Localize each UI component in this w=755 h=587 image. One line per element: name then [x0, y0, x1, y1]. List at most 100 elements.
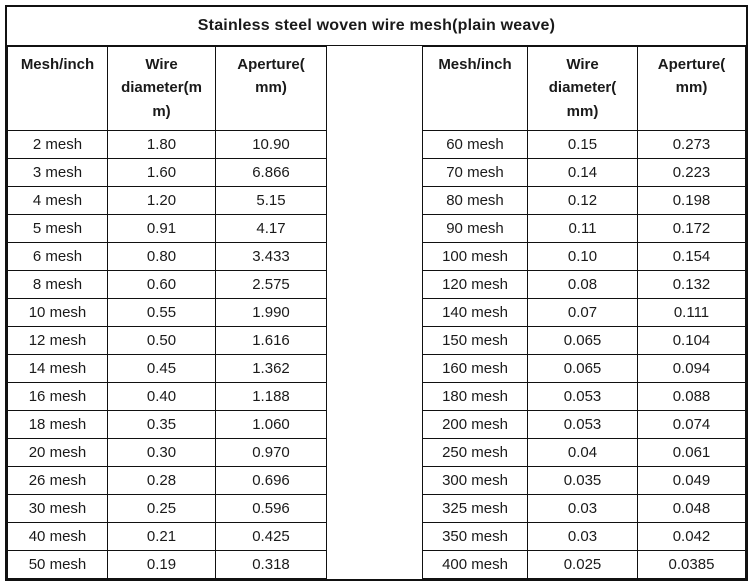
wire-diameter-cell: 0.91 — [107, 214, 216, 243]
wire-diameter-cell: 0.15 — [527, 130, 638, 159]
aperture-cell: 0.223 — [637, 158, 746, 187]
column-header-aperture: Aperture( mm) — [215, 46, 327, 131]
mesh-cell: 70 mesh — [422, 158, 528, 187]
mesh-cell: 120 mesh — [422, 270, 528, 299]
aperture-cell: 0.049 — [637, 466, 746, 495]
aperture-cell: 0.154 — [637, 242, 746, 271]
wire-diameter-cell: 0.053 — [527, 410, 638, 439]
aperture-cell: 1.188 — [215, 382, 327, 411]
aperture-cell: 10.90 — [215, 130, 327, 159]
table-row: 70 mesh 0.14 0.223 — [422, 158, 746, 187]
aperture-cell: 0.425 — [215, 522, 327, 551]
table-row: 20 mesh 0.30 0.970 — [7, 438, 327, 467]
wire-diameter-cell: 0.19 — [107, 550, 216, 579]
wire-diameter-cell: 0.053 — [527, 382, 638, 411]
table-row: 180 mesh 0.053 0.088 — [422, 382, 746, 411]
aperture-cell: 0.0385 — [637, 550, 746, 579]
table-row: 140 mesh 0.07 0.111 — [422, 298, 746, 327]
table-row: 160 mesh 0.065 0.094 — [422, 354, 746, 383]
wire-diameter-cell: 0.50 — [107, 326, 216, 355]
aperture-cell: 0.132 — [637, 270, 746, 299]
mesh-cell: 4 mesh — [7, 186, 108, 215]
aperture-cell: 0.172 — [637, 214, 746, 243]
right-table: Mesh/inch Wire diameter( mm) Aperture( m… — [422, 46, 746, 579]
aperture-cell: 5.15 — [215, 186, 327, 215]
table-row: 12 mesh 0.50 1.616 — [7, 326, 327, 355]
mesh-cell: 180 mesh — [422, 382, 528, 411]
table-row: 200 mesh 0.053 0.074 — [422, 410, 746, 439]
aperture-cell: 0.061 — [637, 438, 746, 467]
table-row: 40 mesh 0.21 0.425 — [7, 522, 327, 551]
aperture-cell: 0.048 — [637, 494, 746, 523]
aperture-cell: 6.866 — [215, 158, 327, 187]
aperture-cell: 0.970 — [215, 438, 327, 467]
wire-diameter-cell: 0.08 — [527, 270, 638, 299]
mesh-cell: 18 mesh — [7, 410, 108, 439]
table-row: 300 mesh 0.035 0.049 — [422, 466, 746, 495]
aperture-cell: 0.094 — [637, 354, 746, 383]
mesh-cell: 10 mesh — [7, 298, 108, 327]
wire-diameter-cell: 0.35 — [107, 410, 216, 439]
wire-diameter-cell: 0.03 — [527, 494, 638, 523]
mesh-cell: 2 mesh — [7, 130, 108, 159]
header-row: Mesh/inch Wire diameter(m m) Aperture( m… — [7, 46, 327, 131]
wire-diameter-cell: 0.12 — [527, 186, 638, 215]
wire-diameter-cell: 0.14 — [527, 158, 638, 187]
wire-diameter-cell: 1.20 — [107, 186, 216, 215]
mesh-cell: 350 mesh — [422, 522, 528, 551]
mesh-cell: 60 mesh — [422, 130, 528, 159]
table-row: 10 mesh 0.55 1.990 — [7, 298, 327, 327]
mesh-cell: 250 mesh — [422, 438, 528, 467]
column-header-wire-diameter: Wire diameter( mm) — [527, 46, 638, 131]
wire-diameter-cell: 0.11 — [527, 214, 638, 243]
column-header-wire-diameter: Wire diameter(m m) — [107, 46, 216, 131]
wire-diameter-cell: 0.035 — [527, 466, 638, 495]
aperture-cell: 0.318 — [215, 550, 327, 579]
wire-diameter-cell: 1.80 — [107, 130, 216, 159]
mesh-cell: 16 mesh — [7, 382, 108, 411]
header-row: Mesh/inch Wire diameter( mm) Aperture( m… — [422, 46, 746, 131]
aperture-cell: 0.074 — [637, 410, 746, 439]
aperture-cell: 0.596 — [215, 494, 327, 523]
mesh-cell: 12 mesh — [7, 326, 108, 355]
table-title: Stainless steel woven wire mesh(plain we… — [7, 7, 746, 46]
mesh-cell: 300 mesh — [422, 466, 528, 495]
column-header-aperture: Aperture( mm) — [637, 46, 746, 131]
wire-diameter-cell: 0.10 — [527, 242, 638, 271]
table-row: 8 mesh 0.60 2.575 — [7, 270, 327, 299]
left-table: Mesh/inch Wire diameter(m m) Aperture( m… — [7, 46, 327, 579]
wire-diameter-cell: 0.55 — [107, 298, 216, 327]
aperture-cell: 1.060 — [215, 410, 327, 439]
wire-diameter-cell: 0.03 — [527, 522, 638, 551]
aperture-cell: 3.433 — [215, 242, 327, 271]
mesh-cell: 325 mesh — [422, 494, 528, 523]
table-row: 350 mesh 0.03 0.042 — [422, 522, 746, 551]
mesh-cell: 90 mesh — [422, 214, 528, 243]
wire-diameter-cell: 0.07 — [527, 298, 638, 327]
wire-diameter-cell: 0.025 — [527, 550, 638, 579]
column-header-mesh: Mesh/inch — [422, 46, 528, 131]
aperture-cell: 0.042 — [637, 522, 746, 551]
aperture-cell: 0.696 — [215, 466, 327, 495]
mesh-cell: 400 mesh — [422, 550, 528, 579]
wire-diameter-cell: 0.065 — [527, 326, 638, 355]
mesh-cell: 8 mesh — [7, 270, 108, 299]
table-row: 26 mesh 0.28 0.696 — [7, 466, 327, 495]
aperture-cell: 0.273 — [637, 130, 746, 159]
table-row: 6 mesh 0.80 3.433 — [7, 242, 327, 271]
mesh-cell: 100 mesh — [422, 242, 528, 271]
aperture-cell: 1.616 — [215, 326, 327, 355]
table-row: 4 mesh 1.20 5.15 — [7, 186, 327, 215]
table-row: 50 mesh 0.19 0.318 — [7, 550, 327, 579]
table-row: 120 mesh 0.08 0.132 — [422, 270, 746, 299]
wire-diameter-cell: 0.45 — [107, 354, 216, 383]
mesh-cell: 140 mesh — [422, 298, 528, 327]
aperture-cell: 0.088 — [637, 382, 746, 411]
aperture-cell: 1.990 — [215, 298, 327, 327]
table-row: 18 mesh 0.35 1.060 — [7, 410, 327, 439]
mesh-cell: 160 mesh — [422, 354, 528, 383]
table-row: 90 mesh 0.11 0.172 — [422, 214, 746, 243]
mesh-cell: 40 mesh — [7, 522, 108, 551]
aperture-cell: 0.198 — [637, 186, 746, 215]
spec-table: Stainless steel woven wire mesh(plain we… — [5, 5, 748, 581]
